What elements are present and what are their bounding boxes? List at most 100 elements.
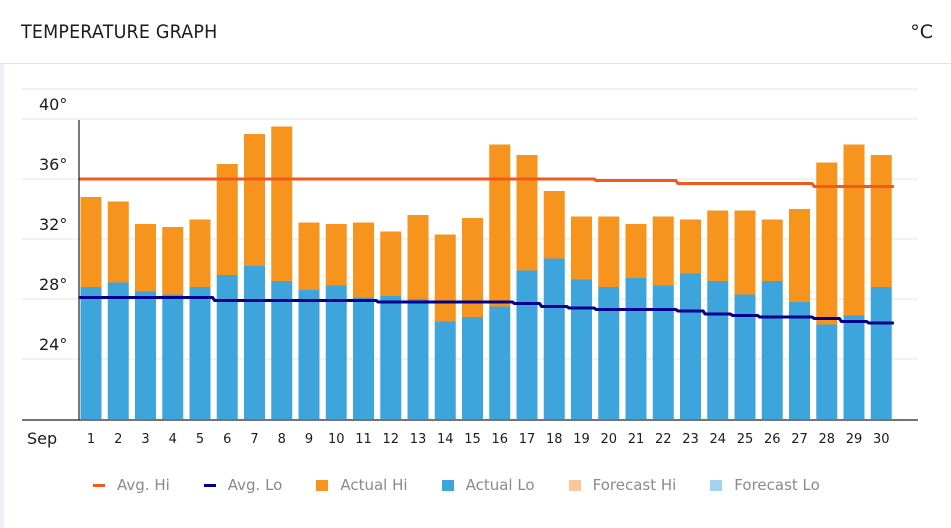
- bar-actual-lo-3[interactable]: [135, 291, 156, 420]
- bar-actual-lo-16[interactable]: [489, 306, 511, 420]
- x-tick-label: 8: [278, 432, 286, 447]
- bar-actual-lo-1[interactable]: [80, 287, 102, 419]
- bar-actual-hi-1[interactable]: [80, 197, 102, 287]
- bar-actual-lo-4[interactable]: [162, 294, 184, 420]
- bar-actual-lo-19[interactable]: [571, 279, 592, 420]
- bar-actual-hi-29[interactable]: [843, 144, 865, 316]
- bar-actual-lo-13[interactable]: [407, 299, 429, 419]
- x-tick-label: 27: [791, 432, 808, 447]
- month-label: Sep: [27, 429, 57, 448]
- x-tick-label: 2: [114, 432, 122, 447]
- legend-item-forecast-hi[interactable]: Forecast Hi: [568, 476, 677, 494]
- x-tick-label: 19: [573, 432, 590, 447]
- legend-item-forecast-lo[interactable]: Forecast Lo: [710, 476, 820, 494]
- bar-actual-hi-23[interactable]: [680, 219, 701, 274]
- bar-actual-hi-6[interactable]: [216, 164, 238, 275]
- bar-actual-lo-22[interactable]: [652, 285, 674, 420]
- bar-actual-hi-26[interactable]: [761, 219, 783, 282]
- bar-actual-lo-30[interactable]: [870, 287, 892, 419]
- bar-actual-hi-22[interactable]: [652, 216, 674, 286]
- legend-item-actual-lo[interactable]: Actual Lo: [441, 476, 535, 494]
- bar-actual-lo-21[interactable]: [625, 278, 647, 419]
- avg-lo-line: [78, 296, 894, 325]
- bar-actual-lo-29[interactable]: [843, 315, 865, 420]
- x-tick-label: 1: [87, 432, 95, 447]
- bar-actual-hi-16[interactable]: [489, 144, 511, 307]
- chart-legend: Avg. Hi Avg. Lo Actual Hi Actual Lo Forecast…: [93, 474, 854, 496]
- bar-actual-lo-27[interactable]: [789, 302, 810, 419]
- legend-item-avg-hi[interactable]: Avg. Hi: [93, 476, 170, 494]
- legend-label: Actual Lo: [465, 476, 535, 494]
- legend-swatch: [441, 479, 454, 491]
- legend-label: Actual Hi: [340, 476, 408, 494]
- bar-actual-hi-9[interactable]: [298, 222, 320, 291]
- x-tick-label: 22: [655, 432, 672, 447]
- x-tick-label: 13: [410, 432, 427, 447]
- bar-actual-lo-2[interactable]: [107, 282, 129, 420]
- legend-label: Forecast Hi: [592, 476, 677, 494]
- bar-actual-lo-11[interactable]: [353, 297, 374, 420]
- bar-actual-hi-17[interactable]: [516, 155, 538, 271]
- x-tick-label: 18: [546, 432, 563, 447]
- x-tick-label: 30: [873, 432, 890, 447]
- legend-swatch: [710, 479, 723, 491]
- bar-actual-lo-24[interactable]: [707, 281, 729, 419]
- bar-actual-hi-28[interactable]: [816, 162, 838, 325]
- bar-actual-lo-18[interactable]: [543, 258, 565, 420]
- bar-actual-lo-25[interactable]: [734, 294, 756, 420]
- x-tick-label: 24: [709, 432, 726, 447]
- x-tick-label: 26: [764, 432, 781, 447]
- bar-actual-lo-7[interactable]: [244, 266, 265, 419]
- x-tick-label: 17: [519, 432, 536, 447]
- x-tick-label: 28: [818, 432, 835, 447]
- bar-actual-hi-14[interactable]: [434, 234, 456, 322]
- bar-actual-hi-27[interactable]: [789, 209, 810, 302]
- bar-actual-lo-20[interactable]: [598, 287, 620, 419]
- x-tick-label: 12: [382, 432, 399, 447]
- bar-actual-lo-14[interactable]: [434, 321, 456, 420]
- bar-actual-hi-18[interactable]: [543, 191, 565, 259]
- legend-item-actual-hi[interactable]: Actual Hi: [316, 476, 408, 494]
- bar-actual-hi-25[interactable]: [734, 210, 756, 295]
- bar-actual-lo-5[interactable]: [189, 287, 211, 419]
- bar-actual-hi-15[interactable]: [462, 218, 483, 317]
- bar-actual-hi-20[interactable]: [598, 216, 620, 288]
- bar-actual-lo-9[interactable]: [298, 290, 320, 419]
- y-tick-label: 28°: [39, 275, 67, 294]
- bar-actual-hi-12[interactable]: [380, 231, 402, 297]
- legend-swatch: [93, 483, 105, 487]
- bar-actual-lo-8[interactable]: [271, 281, 293, 419]
- bar-actual-hi-21[interactable]: [625, 224, 647, 278]
- bar-actual-lo-28[interactable]: [816, 324, 838, 420]
- bar-actual-hi-5[interactable]: [189, 219, 211, 288]
- bar-actual-lo-17[interactable]: [516, 270, 538, 420]
- bar-actual-lo-10[interactable]: [325, 285, 347, 420]
- x-tick-label: 23: [682, 432, 699, 447]
- bar-actual-hi-11[interactable]: [353, 222, 374, 298]
- bar-actual-lo-23[interactable]: [680, 273, 701, 420]
- bar-actual-hi-7[interactable]: [244, 134, 265, 266]
- legend-item-avg-lo[interactable]: Avg. Lo: [203, 476, 282, 494]
- x-tick-label: 3: [141, 432, 149, 447]
- bar-actual-hi-3[interactable]: [135, 224, 156, 292]
- bar-actual-lo-26[interactable]: [761, 281, 783, 419]
- bar-actual-lo-12[interactable]: [380, 296, 402, 419]
- x-tick-label: 25: [737, 432, 754, 447]
- bar-actual-hi-2[interactable]: [107, 201, 129, 283]
- bar-actual-hi-19[interactable]: [571, 216, 592, 280]
- bar-actual-lo-15[interactable]: [462, 317, 483, 419]
- x-tick-label: 16: [491, 432, 508, 447]
- bar-actual-lo-6[interactable]: [216, 275, 238, 419]
- bar-actual-hi-24[interactable]: [707, 210, 729, 282]
- legend-swatch: [316, 479, 329, 491]
- bar-actual-hi-8[interactable]: [271, 126, 293, 282]
- unit-toggle[interactable]: °C: [910, 21, 933, 43]
- bar-actual-hi-13[interactable]: [407, 215, 429, 299]
- legend-swatch: [568, 479, 581, 491]
- bar-actual-hi-10[interactable]: [325, 224, 347, 286]
- bar-actual-hi-30[interactable]: [870, 155, 892, 287]
- x-tick-label: 7: [250, 432, 258, 447]
- y-tick-label: 32°: [39, 215, 67, 234]
- bar-actual-hi-4[interactable]: [162, 227, 184, 295]
- legend-swatch: [203, 483, 216, 487]
